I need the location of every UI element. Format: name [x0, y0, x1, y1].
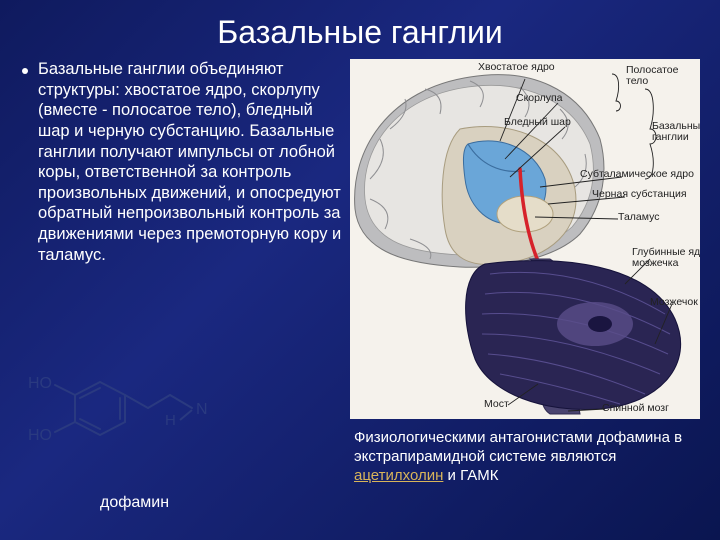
label-substantia-nigra: Черная субстанция [592, 189, 687, 200]
dopamine-molecule: HO HO H N [20, 360, 220, 475]
label-deep-cerebellar: Глубинные ядра мозжечка [632, 247, 700, 269]
label-putamen: Скорлупа [516, 93, 563, 104]
body-paragraph: Базальные ганглии объединяют структуры: … [38, 59, 342, 265]
label-pallidus: Бледный шар [504, 117, 571, 128]
caption-post: и ГАМК [443, 467, 498, 484]
diagram-caption: Физиологическими антагонистами дофамина … [350, 419, 700, 485]
brain-svg [350, 59, 700, 419]
atom-oh2: HO [28, 427, 52, 444]
label-caudate: Хвостатое ядро [478, 62, 555, 73]
label-subthalamic: Субталамическое ядро [580, 169, 694, 180]
bullet-icon [22, 68, 28, 74]
right-column: Хвостатое ядро Полосатое тело Скорлупа Б… [350, 59, 700, 485]
molecule-svg: HO HO H N [20, 360, 220, 470]
molecule-label: дофамин [100, 494, 169, 512]
label-pons: Мост [484, 399, 509, 410]
caption-highlight: ацетилхолин [354, 467, 443, 484]
brain-diagram: Хвостатое ядро Полосатое тело Скорлупа Б… [350, 59, 700, 419]
label-thalamus: Таламус [618, 212, 659, 223]
label-striatum: Полосатое тело [626, 65, 678, 87]
slide-title: Базальные ганглии [0, 0, 720, 59]
label-basal: Базальные ганглии [652, 121, 700, 143]
label-cerebellum: Мозжечок [650, 297, 698, 308]
caption-pre: Физиологическими антагонистами дофамина … [354, 429, 682, 465]
atom-n: N [196, 401, 208, 418]
atom-h: H [165, 412, 176, 429]
label-spinal: Спинной мозг [602, 403, 669, 414]
atom-oh1: HO [28, 375, 52, 392]
